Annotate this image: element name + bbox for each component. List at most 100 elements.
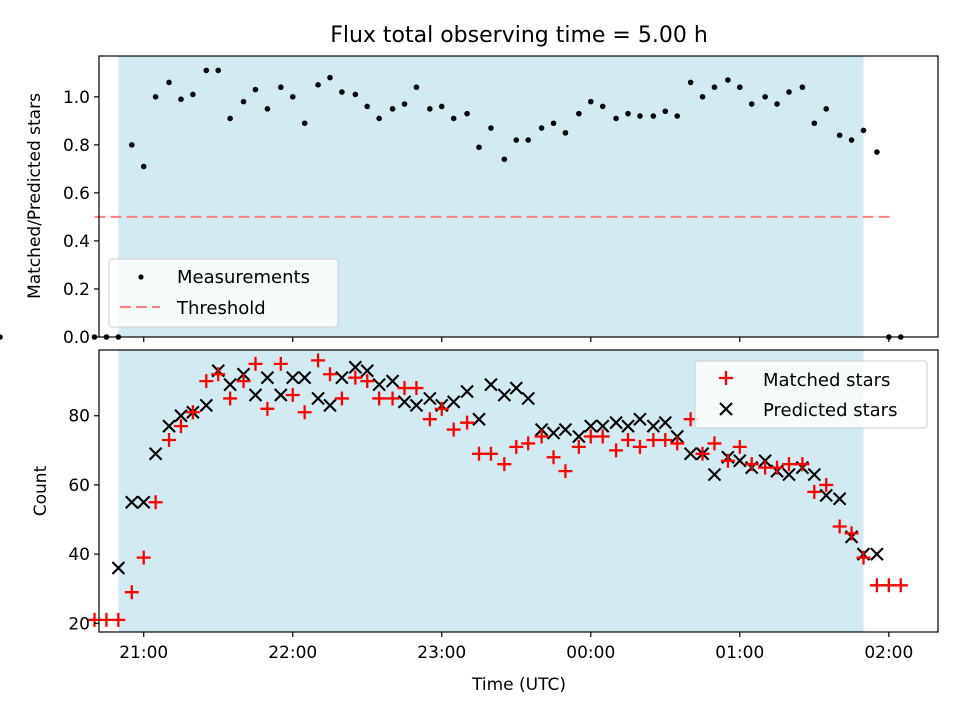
matched-star-point	[770, 460, 785, 475]
measurement-point	[650, 113, 657, 119]
matched-star-point	[621, 432, 636, 447]
predicted-star-point	[323, 398, 337, 413]
measurement-point	[0, 334, 3, 340]
top-panel: 0.0 0.2 0.4 0.6 0.8 1.0 Matched/Predicted sta…	[0, 55, 939, 348]
matched-star-point	[832, 519, 847, 534]
measurement-point	[501, 156, 508, 163]
bottom-y-axis-label: Count	[31, 465, 51, 516]
matched-star-point	[881, 578, 896, 593]
matched-star-point	[322, 367, 337, 382]
legend-predicted-marker	[719, 402, 733, 416]
matched-star-point	[99, 612, 114, 627]
matched-star-point	[781, 457, 796, 472]
matched-star-point	[446, 422, 461, 437]
predicted-star-point	[572, 429, 586, 444]
top-x-ticks	[143, 337, 890, 342]
measurement-point	[613, 115, 619, 122]
bottom-x-axis: 21:00 22:00 23:00 00:00 01:00 02:00	[119, 632, 913, 663]
matched-star-point	[509, 439, 524, 454]
top-legend: Measurements Threshold	[108, 258, 339, 328]
matched-star-point	[844, 526, 859, 541]
measurement-point	[140, 163, 147, 170]
matched-star-point	[819, 477, 834, 492]
predicted-star-point	[199, 398, 214, 413]
measurement-point	[736, 84, 743, 91]
predicted-star-point	[595, 419, 610, 433]
matched-star-point	[758, 460, 773, 475]
legend-matched-marker	[719, 371, 733, 385]
predicted-star-point	[311, 391, 325, 406]
measurement-point	[874, 149, 880, 155]
predicted-star-point	[125, 495, 139, 509]
bottom-legend-box	[694, 360, 928, 429]
predicted-star-point	[870, 547, 884, 561]
matched-star-point	[111, 612, 126, 627]
measurement-point	[215, 67, 222, 74]
top-y-tick-label: 0.0	[63, 328, 90, 348]
bottom-y-axis: 20 40 60 80	[68, 407, 99, 634]
measurement-point	[848, 137, 855, 143]
matched-star-point	[148, 495, 163, 510]
predicted-star-point	[707, 467, 722, 482]
measurement-point	[774, 101, 780, 107]
predicted-star-point	[285, 370, 300, 385]
measurement-point	[152, 94, 159, 100]
matched-star-point	[236, 374, 251, 389]
matched-star-point	[248, 356, 263, 371]
matched-star-point	[695, 446, 710, 461]
matched-star-point	[372, 391, 387, 406]
measurement-point	[687, 79, 694, 86]
predicted-star-point	[633, 412, 647, 426]
predicted-star-point	[472, 412, 486, 426]
matched-star-point	[571, 439, 586, 454]
predicted-star-point	[148, 447, 163, 461]
legend-measurements-label: Measurements	[177, 267, 310, 288]
matched-star-point	[385, 391, 400, 406]
measurement-point	[637, 113, 643, 119]
measurement-point	[364, 103, 371, 110]
matched-star-point	[497, 457, 512, 472]
matched-star-point	[434, 401, 449, 416]
predicted-star-point	[509, 381, 524, 395]
measurement-point	[662, 108, 669, 115]
chart-title: Flux total observing time = 5.00 h	[330, 23, 708, 48]
top-y-tick-label: 0.8	[63, 136, 90, 156]
matched-star-point	[732, 439, 747, 454]
measurement-point	[278, 84, 284, 91]
measurement-point	[625, 110, 631, 117]
measurement-point	[599, 103, 606, 110]
predicted-star-point	[409, 398, 424, 413]
measurement-point	[525, 137, 531, 143]
matched-star-point	[483, 446, 498, 461]
matched-star-point	[334, 391, 349, 406]
measurement-point	[389, 106, 396, 112]
matched-star-point	[595, 429, 610, 444]
matched-star-point	[546, 450, 561, 465]
bottom-axes-frame	[98, 349, 939, 633]
predicted-star-point	[558, 422, 573, 437]
predicted-star-point	[609, 415, 623, 430]
top-y-axis-label: Matched/Predicted stars	[25, 93, 45, 299]
matched-star-point	[583, 429, 598, 444]
measurement-point	[190, 91, 196, 98]
matched-star-point	[534, 429, 549, 444]
measurement-point	[315, 82, 321, 88]
measurement-point	[401, 101, 408, 107]
measurement-point	[786, 89, 792, 95]
matched-star-point	[795, 457, 810, 472]
predicted-star-point	[248, 388, 263, 402]
matched-star-point	[807, 484, 822, 499]
measurement-point	[339, 89, 345, 95]
bottom-legend: Matched stars Predicted stars	[694, 360, 928, 429]
predicted-star-point	[446, 395, 461, 409]
matched-star-point	[273, 356, 288, 371]
predicted-star-point	[223, 377, 237, 392]
measurement-point	[823, 106, 830, 112]
predicted-star-point	[646, 419, 661, 433]
measurement-point	[550, 120, 557, 127]
measurement-point	[166, 79, 172, 86]
matched-star-point	[285, 387, 300, 402]
top-legend-box	[108, 258, 339, 328]
predicted-star-point	[274, 388, 288, 402]
predicted-star-point	[832, 492, 847, 506]
